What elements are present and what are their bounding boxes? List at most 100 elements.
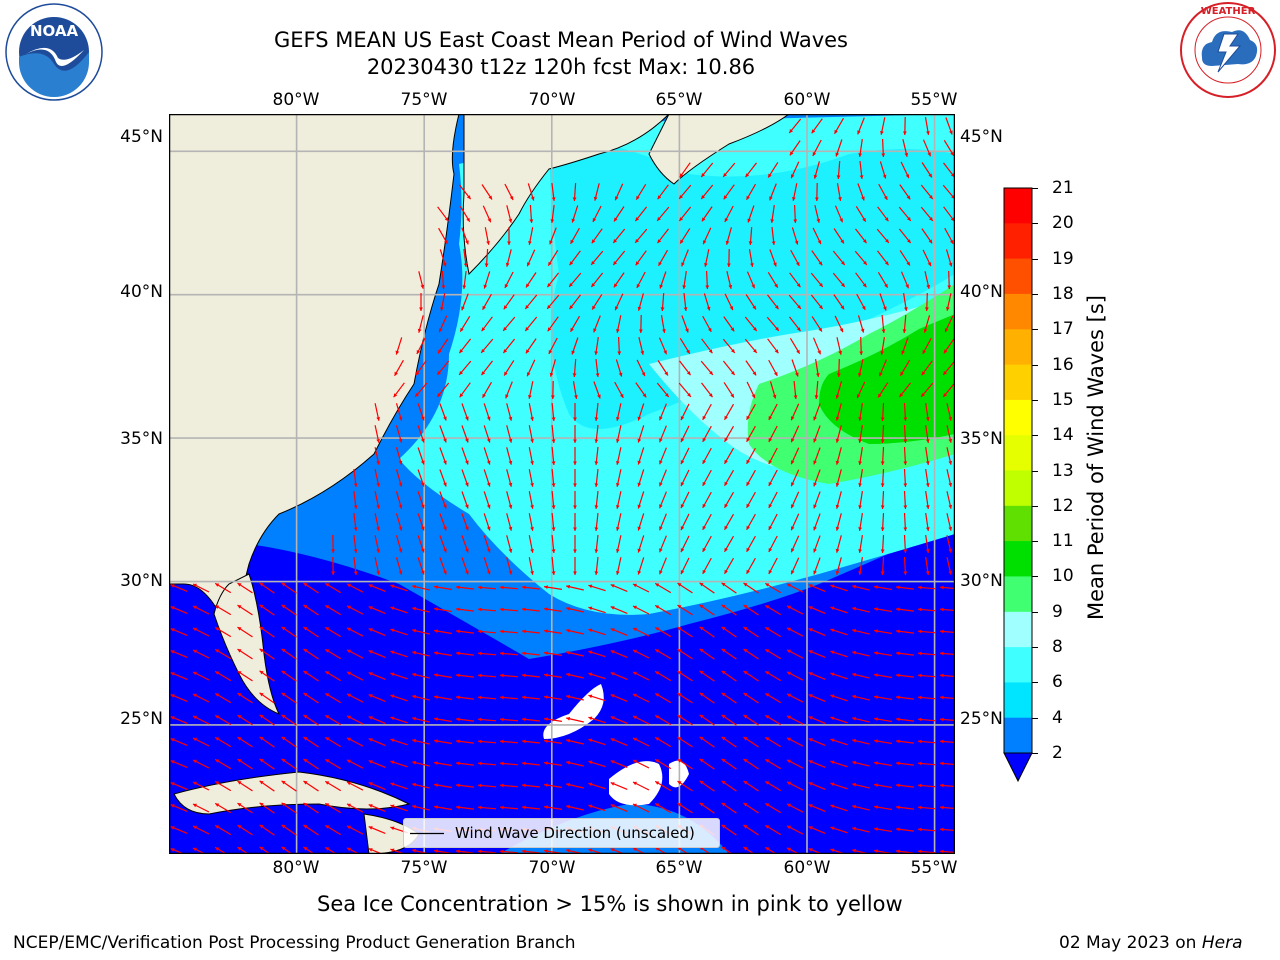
wave-direction-arrowhead	[677, 693, 682, 697]
wave-direction-arrowhead	[508, 416, 513, 421]
wave-direction-arrowhead	[836, 373, 841, 377]
wave-direction-arrowhead	[610, 848, 615, 852]
wave-direction-arrowhead	[456, 695, 460, 700]
wave-direction-arrowhead	[677, 605, 682, 609]
wave-direction-arrowhead	[569, 305, 574, 310]
wave-direction-arrowhead	[940, 805, 944, 810]
wave-direction-arrowhead	[918, 717, 922, 722]
wave-direction-arrowhead	[753, 327, 757, 331]
wave-direction-arrowhead	[544, 651, 548, 655]
wave-direction-arrowhead	[566, 760, 571, 765]
wave-direction-arrowhead	[390, 672, 395, 677]
lat-label-left: 45°N	[120, 127, 163, 147]
wave-direction-arrowhead	[636, 195, 640, 200]
wave-direction-arrowhead	[500, 673, 504, 678]
wave-direction-arrowhead	[461, 306, 465, 311]
wave-direction-arrowhead	[588, 782, 593, 787]
wave-direction-arrowhead	[588, 650, 593, 655]
lon-label-bottom: 60°W	[783, 858, 831, 878]
wave-direction-arrowhead	[830, 628, 835, 633]
wave-direction-arrowhead	[702, 569, 706, 574]
wave-direction-arrowhead	[702, 525, 706, 530]
wave-direction-arrowhead	[642, 393, 647, 398]
wave-direction-arrowhead	[398, 504, 403, 509]
wave-direction-arrowhead	[859, 175, 864, 179]
colorbar	[1000, 186, 1040, 786]
wave-direction-arrowhead	[434, 805, 438, 809]
wave-direction-arrowhead	[193, 627, 197, 632]
wave-direction-arrowhead	[281, 670, 286, 675]
wave-direction-arrowhead	[465, 548, 469, 553]
lat-label-right: 25°N	[960, 709, 1003, 729]
footer-date: 02 May 2023 on Hera	[1059, 933, 1243, 953]
wave-direction-arrowhead	[465, 460, 469, 465]
wave-direction-arrowhead	[655, 759, 660, 763]
wave-direction-arrowhead	[721, 758, 726, 763]
wave-direction-arrowhead	[504, 371, 508, 376]
wave-direction-arrowhead	[443, 504, 447, 509]
wave-direction-arrowhead	[721, 582, 726, 587]
wave-direction-arrowhead	[376, 483, 380, 487]
wave-direction-arrowhead	[505, 394, 509, 399]
wave-direction-arrowhead	[544, 739, 548, 743]
wave-direction-arrowhead	[573, 461, 577, 465]
wave-direction-arrowhead	[616, 527, 620, 531]
wave-direction-arrowhead	[791, 416, 795, 421]
wave-direction-arrowhead	[797, 305, 801, 309]
wave-direction-arrowhead	[943, 393, 947, 397]
wave-direction-arrowhead	[723, 195, 728, 200]
wave-direction-arrowhead	[682, 285, 687, 289]
wave-direction-arrowhead	[637, 548, 642, 553]
wave-direction-arrowhead	[918, 629, 922, 634]
wave-direction-arrowhead	[768, 548, 773, 552]
wave-direction-arrowhead	[918, 761, 922, 766]
wave-direction-arrowhead	[522, 585, 526, 590]
wave-direction-arrowhead	[858, 527, 862, 531]
wave-direction-arrowhead	[368, 738, 373, 742]
wave-direction-arrowhead	[773, 262, 777, 267]
wave-direction-arrowhead	[663, 350, 667, 355]
wave-direction-arrowhead	[655, 715, 660, 719]
wave-direction-arrowhead	[730, 393, 734, 398]
wave-direction-arrowhead	[462, 285, 467, 289]
wave-direction-arrowhead	[838, 350, 843, 355]
wave-direction-arrowhead	[486, 460, 491, 465]
wave-direction-arrowhead	[237, 781, 242, 785]
wave-direction-arrowhead	[948, 460, 953, 465]
wave-direction-arrowhead	[571, 218, 576, 223]
wave-direction-arrowhead	[702, 437, 706, 442]
wave-direction-arrowhead	[881, 329, 886, 333]
wave-direction-arrowhead	[522, 673, 526, 678]
lat-label-left: 40°N	[120, 282, 163, 302]
wave-direction-arrowhead	[794, 240, 799, 245]
lon-label-bottom: 80°W	[272, 858, 320, 878]
wave-direction-arrowhead	[347, 627, 351, 632]
wave-direction-arrowhead	[787, 583, 791, 588]
wave-direction-arrowhead	[456, 629, 460, 634]
footer-machine: Hera	[1201, 933, 1243, 953]
wave-direction-arrowhead	[817, 350, 821, 355]
wave-direction-arrowhead	[918, 827, 922, 832]
wave-direction-arrowhead	[488, 195, 492, 200]
wave-direction-arrowhead	[486, 504, 491, 509]
wave-direction-arrowhead	[874, 607, 878, 611]
colorbar-tick-mark	[1032, 294, 1038, 295]
wave-direction-arrowhead	[573, 417, 577, 421]
wave-direction-arrowhead	[420, 570, 425, 575]
wave-direction-arrowhead	[465, 240, 469, 245]
wave-direction-arrowhead	[743, 649, 748, 653]
wave-direction-arrowhead	[544, 629, 548, 633]
wave-direction-arrowhead	[724, 525, 728, 530]
wave-direction-arrowhead	[617, 351, 622, 355]
wave-direction-arrowhead	[215, 715, 220, 719]
wave-direction-arrowhead	[808, 694, 813, 698]
wave-direction-arrowhead	[442, 262, 447, 267]
wave-direction-arrowhead	[486, 482, 491, 487]
wave-direction-arrowhead	[765, 781, 770, 785]
wave-direction-arrowhead	[478, 585, 482, 590]
map-title: GEFS MEAN US East Coast Mean Period of W…	[274, 28, 848, 52]
wave-direction-arrowhead	[325, 627, 330, 631]
map-plot	[168, 113, 956, 855]
wave-direction-arrowhead	[774, 305, 779, 310]
wave-direction-arrowhead	[808, 760, 813, 764]
